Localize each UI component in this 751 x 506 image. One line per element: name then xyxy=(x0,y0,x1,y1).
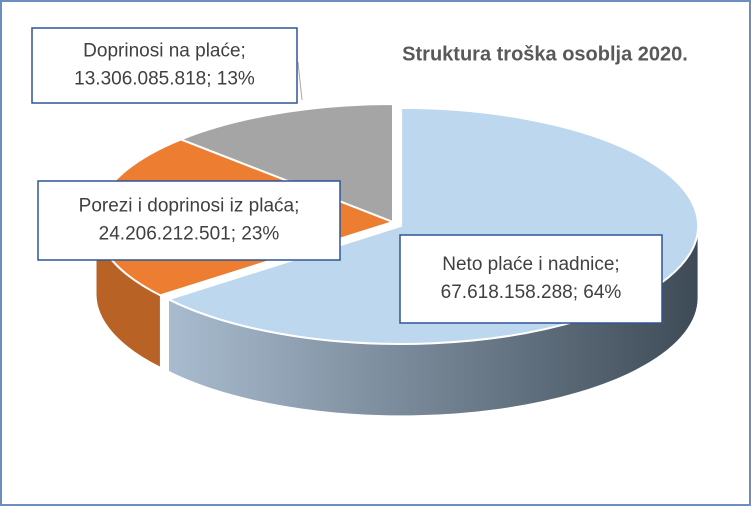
category-label: Neto plaće i nadnice; xyxy=(442,254,619,275)
data-label-box xyxy=(399,234,663,324)
value-label: 24.206.212.501; 23% xyxy=(99,224,280,245)
chart-title: Struktura troška osoblja 2020. xyxy=(402,43,688,65)
data-label-box xyxy=(37,180,341,261)
value-label: 13.306.085.818; 13% xyxy=(74,69,255,90)
category-label: Porezi i doprinosi iz plaća; xyxy=(79,196,300,217)
category-label: Doprinosi na plaće; xyxy=(83,41,246,62)
labels: Neto plaće i nadnice; 67.618.158.288; 64%… xyxy=(31,27,663,324)
data-label-box xyxy=(31,27,298,104)
value-label: 67.618.158.288; 64% xyxy=(441,282,622,303)
leader-line xyxy=(297,61,303,101)
